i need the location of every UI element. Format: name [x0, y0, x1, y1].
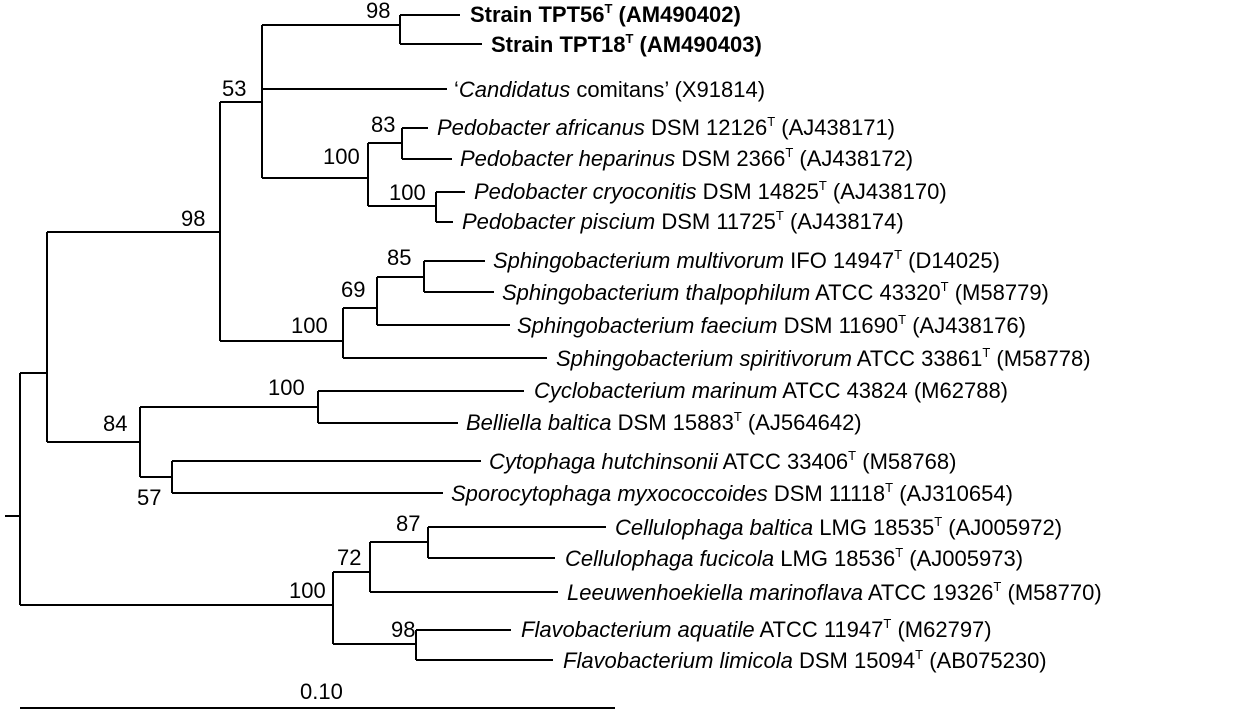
bootstrap-value: 57 [137, 485, 161, 510]
taxon-label-ped-piscium: Pedobacter piscium DSM 11725T (AJ438174) [462, 208, 904, 234]
bootstrap-value: 100 [323, 144, 360, 169]
bootstrap-value: 98 [366, 0, 390, 23]
scale-bar-label: 0.10 [300, 679, 343, 704]
taxa-labels: Strain TPT56T (AM490402) Strain TPT18T (A… [437, 1, 1102, 673]
taxon-label-sporo-myxococcoides: Sporocytophaga myxococcoides DSM 11118T … [451, 480, 1013, 506]
bootstrap-value: 53 [222, 76, 246, 101]
taxon-label-cell-baltica: Cellulophaga baltica LMG 18535T (AJ00597… [615, 514, 1062, 540]
taxon-label-leeuwenhoekiella: Leeuwenhoekiella marinoflava ATCC 19326T… [567, 579, 1102, 605]
taxon-label-sph-thalpophilum: Sphingobacterium thalpophilum ATCC 43320… [502, 279, 1049, 305]
taxon-label-flavo-aquatile: Flavobacterium aquatile ATCC 11947T (M62… [521, 616, 992, 642]
bootstrap-value: 100 [268, 375, 305, 400]
tree-branches [5, 14, 615, 709]
bootstrap-value: 100 [289, 578, 326, 603]
bootstrap-value: 98 [181, 206, 205, 231]
taxon-label-tpt18: Strain TPT18T (AM490403) [491, 31, 762, 57]
bootstrap-value: 83 [371, 112, 395, 137]
bootstrap-value: 84 [103, 411, 127, 436]
taxon-label-ped-africanus: Pedobacter africanus DSM 12126T (AJ43817… [437, 114, 895, 140]
taxon-label-belliella-baltica: Belliella baltica DSM 15883T (AJ564642) [466, 409, 862, 435]
bootstrap-labels: 98 53 83 100 100 98 85 69 100 100 84 57 87 72 100 98 [103, 0, 426, 642]
bootstrap-value: 72 [337, 545, 361, 570]
taxon-label-ped-cryoconitis: Pedobacter cryoconitis DSM 14825T (AJ438… [474, 178, 947, 204]
taxon-label-ped-heparinus: Pedobacter heparinus DSM 2366T (AJ438172… [460, 145, 913, 171]
taxon-label-comitans: ‘Candidatus comitans’ (X91814) [454, 77, 765, 102]
bootstrap-value: 87 [396, 511, 420, 536]
bootstrap-value: 69 [341, 277, 365, 302]
bootstrap-value: 98 [391, 617, 415, 642]
taxon-label-tpt56: Strain TPT56T (AM490402) [470, 1, 741, 27]
taxon-label-flavo-limicola: Flavobacterium limicola DSM 15094T (AB07… [563, 647, 1047, 673]
taxon-label-cell-fucicola: Cellulophaga fucicola LMG 18536T (AJ0059… [565, 545, 1023, 571]
bootstrap-value: 100 [291, 313, 328, 338]
bootstrap-value: 85 [387, 245, 411, 270]
taxon-label-sph-faecium: Sphingobacterium faecium DSM 11690T (AJ4… [517, 312, 1026, 338]
taxon-label-cyclo-marinum: Cyclobacterium marinum ATCC 43824 (M6278… [534, 378, 1008, 403]
bootstrap-value: 100 [389, 180, 426, 205]
taxon-label-sph-multivorum: Sphingobacterium multivorum IFO 14947T (… [493, 247, 1000, 273]
taxon-label-sph-spiritivorum: Sphingobacterium spiritivorum ATCC 33861… [556, 345, 1091, 371]
taxon-label-cyto-hutchinsonii: Cytophaga hutchinsonii ATCC 33406T (M587… [489, 448, 956, 474]
